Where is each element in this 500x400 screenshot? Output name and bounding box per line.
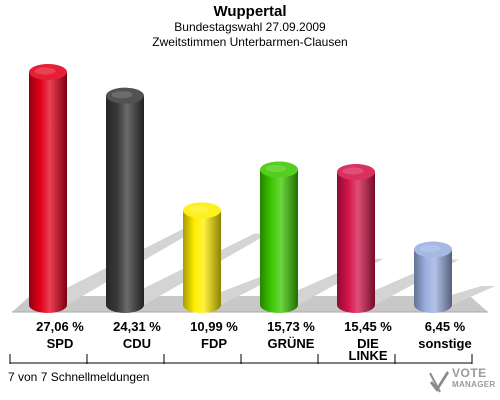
logo-line-1: VOTE — [452, 366, 487, 380]
value-label: 15,45 % — [344, 319, 392, 334]
bar-spd — [29, 64, 67, 313]
election-subtitle: Bundestagswahl 27.09.2009 — [174, 20, 326, 34]
bar-grüne — [260, 161, 298, 313]
category-label: CDU — [123, 336, 151, 351]
bar-sonstige — [414, 241, 452, 313]
category-label: DIE — [357, 336, 379, 351]
category-label: sonstige — [418, 336, 471, 351]
reporting-status: 7 von 7 Schnellmeldungen — [8, 370, 150, 384]
vote-manager-logo: VOTE MANAGER — [428, 366, 498, 396]
bar-cdu — [106, 87, 144, 313]
value-label: 10,99 % — [190, 319, 238, 334]
bar-die-linke — [337, 163, 375, 313]
value-label: 6,45 % — [425, 319, 466, 334]
value-label: 24,31 % — [113, 319, 161, 334]
bar-fdp — [183, 202, 221, 313]
ballot-check-icon — [429, 371, 449, 393]
chart-header: Wuppertal Bundestagswahl 27.09.2009 Zwei… — [0, 0, 500, 50]
district-subtitle: Zweitstimmen Unterbarmen-Clausen — [152, 35, 348, 49]
category-label: SPD — [47, 336, 74, 351]
value-label: 15,73 % — [267, 319, 315, 334]
category-label: LINKE — [349, 348, 388, 363]
chart-title: Wuppertal — [213, 3, 287, 20]
category-label: FDP — [201, 336, 227, 351]
category-label: GRÜNE — [268, 336, 315, 351]
value-label: 27,06 % — [36, 319, 84, 334]
logo-line-2: MANAGER — [452, 380, 496, 389]
